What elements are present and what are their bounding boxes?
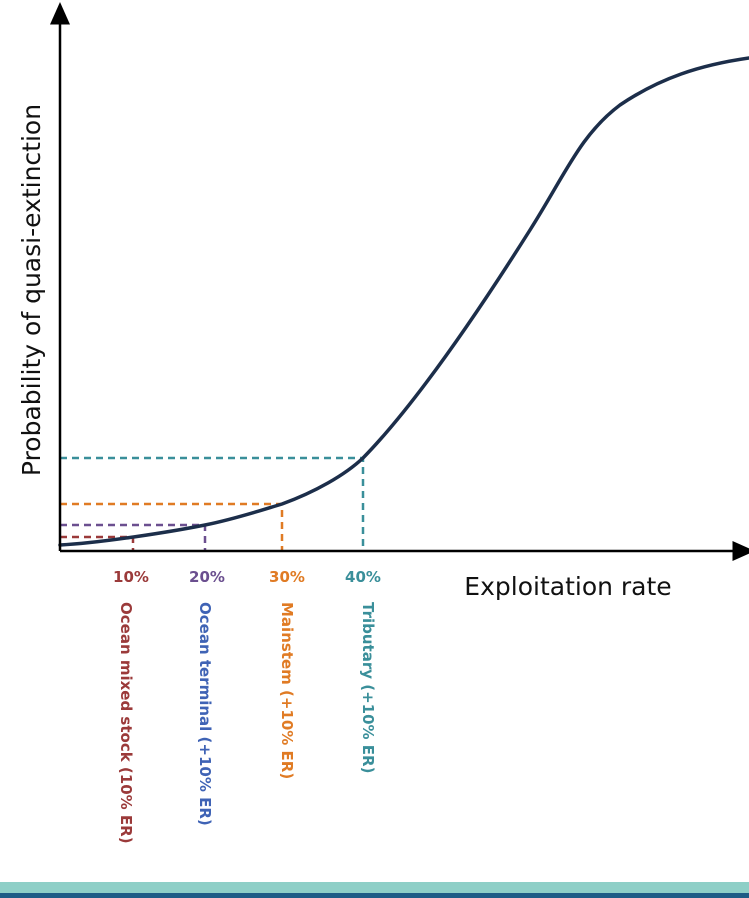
tick-label-20: 20% bbox=[189, 568, 225, 586]
footer-band bbox=[0, 882, 749, 898]
mainstem-dash bbox=[60, 502, 284, 551]
tributary-dash bbox=[60, 456, 365, 551]
label-ocean-terminal: Ocean terminal (+10% ER) bbox=[196, 602, 214, 826]
y-axis-title: Probability of quasi-extinction bbox=[17, 104, 46, 476]
tick-label-30: 30% bbox=[269, 568, 305, 586]
label-tributary: Tributary (+10% ER) bbox=[359, 602, 377, 773]
tick-label-40: 40% bbox=[345, 568, 381, 586]
extinction-curve bbox=[58, 56, 749, 547]
tick-label-10: 10% bbox=[113, 568, 149, 586]
label-ocean-mixed-stock: Ocean mixed stock (10% ER) bbox=[117, 602, 135, 844]
x-axis-title: Exploitation rate bbox=[464, 572, 671, 601]
label-mainstem: Mainstem (+10% ER) bbox=[278, 602, 296, 779]
reference-lines bbox=[60, 456, 365, 551]
